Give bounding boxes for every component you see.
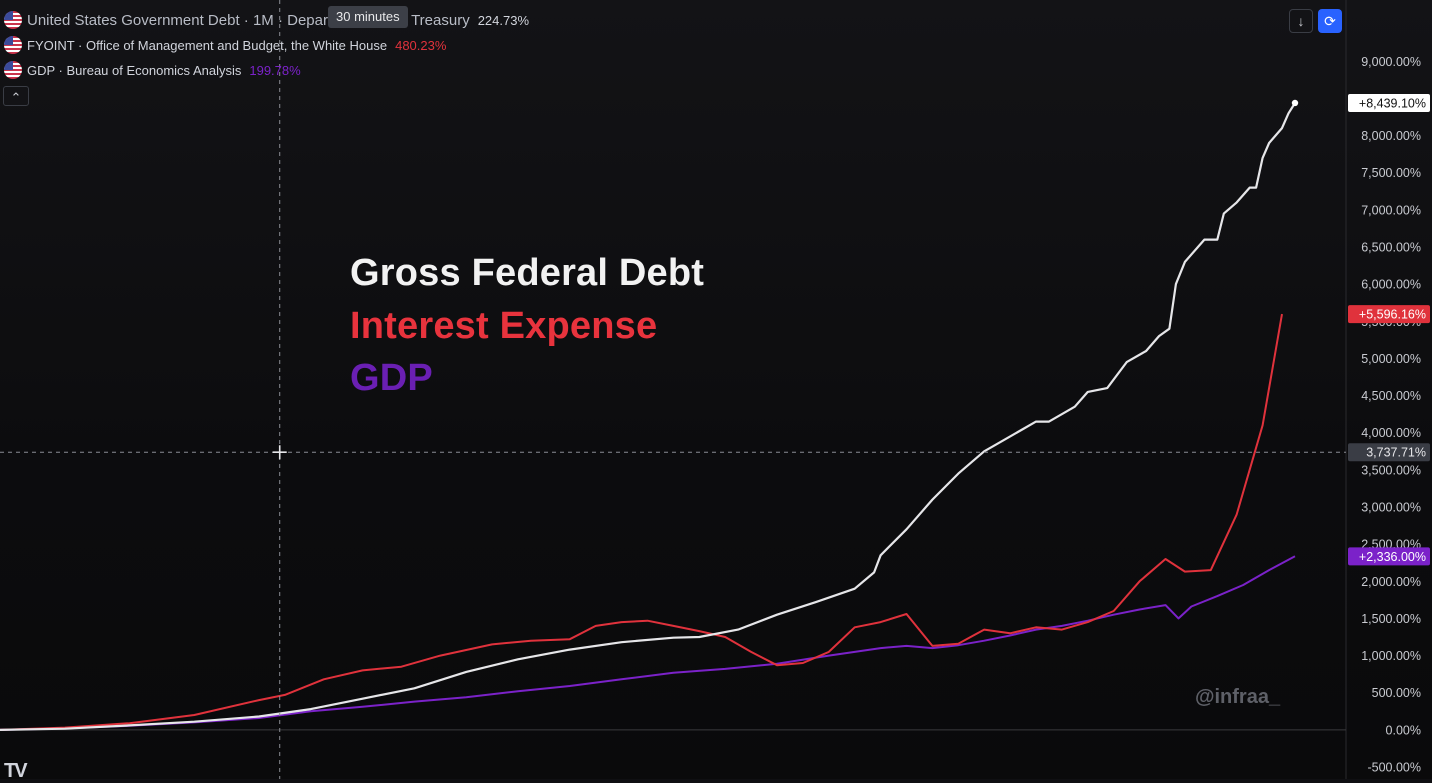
y-tick-label: 1,000.00% <box>1361 649 1421 663</box>
overlay-label-interest: Interest Expense <box>350 305 658 347</box>
svg-text:+2,336.00%: +2,336.00% <box>1359 550 1426 564</box>
y-tick-label: 1,500.00% <box>1361 612 1421 626</box>
svg-text:3,737.71%: 3,737.71% <box>1366 446 1426 460</box>
collapse-legend-button[interactable]: ⌃ <box>3 86 29 106</box>
legend-row-interest[interactable]: FYOINT · Office of Management and Budget… <box>4 34 446 56</box>
y-tick-label: 3,500.00% <box>1361 463 1421 477</box>
crosshair-value-tag: 3,737.71% <box>1348 443 1430 462</box>
y-tick-label: 2,000.00% <box>1361 575 1421 589</box>
legend-row-gdp[interactable]: GDP · Bureau of Economics Analysis 199.7… <box>4 59 301 81</box>
series-line-debt[interactable] <box>0 102 1296 731</box>
legend-value-gdp: 199.78% <box>249 62 301 78</box>
series-line-gdp[interactable] <box>0 555 1296 731</box>
arrow-down-icon: ↓ <box>1297 13 1305 29</box>
legend-value-debt: 224.73% <box>477 12 530 28</box>
last-point-marker <box>1291 99 1299 107</box>
last-value-tag-interest: +5,596.16% <box>1348 305 1430 324</box>
y-tick-label: 6,000.00% <box>1361 278 1421 292</box>
y-tick-label: 7,500.00% <box>1361 166 1421 180</box>
y-tick-label: 5,000.00% <box>1361 352 1421 366</box>
legend-row-debt[interactable]: United States Government Debt · 1M · Dep… <box>4 9 529 31</box>
y-tick-label: 7,000.00% <box>1361 203 1421 217</box>
y-tick-label: 0.00% <box>1386 723 1421 737</box>
us-flag-icon <box>4 11 22 29</box>
y-tick-label: 9,000.00% <box>1361 55 1421 69</box>
legend-value-interest: 480.23% <box>395 37 447 53</box>
overlay-label-gdp: GDP <box>350 357 433 399</box>
y-tick-label: 3,000.00% <box>1361 501 1421 515</box>
overlay-label-debt: Gross Federal Debt <box>350 252 705 294</box>
legend-name-gdp: GDP · Bureau of Economics Analysis <box>27 62 242 78</box>
sync-icon: ⟳ <box>1324 13 1336 29</box>
sync-button[interactable]: ⟳ <box>1318 9 1342 33</box>
scroll-to-latest-button[interactable]: ↓ <box>1289 9 1313 33</box>
y-tick-label: 8,000.00% <box>1361 129 1421 143</box>
us-flag-icon <box>4 61 22 79</box>
last-value-tag-debt: +8,439.10% <box>1348 93 1430 112</box>
crosshair-cursor-icon <box>272 445 287 460</box>
tooltip: 30 minutes <box>328 6 408 28</box>
y-tick-label: -500.00% <box>1367 761 1421 775</box>
y-tick-label: 4,500.00% <box>1361 389 1421 403</box>
y-tick-label: 4,000.00% <box>1361 426 1421 440</box>
legend-name-interest: FYOINT · Office of Management and Budget… <box>27 37 388 53</box>
last-value-tag-gdp: +2,336.00% <box>1348 547 1430 566</box>
tradingview-logo[interactable]: TV <box>4 760 28 782</box>
us-flag-icon <box>4 36 22 54</box>
svg-text:+5,596.16%: +5,596.16% <box>1359 308 1426 322</box>
chevron-up-icon: ⌃ <box>10 90 22 105</box>
y-tick-label: 500.00% <box>1372 686 1421 700</box>
watermark: @infraa_ <box>1195 686 1281 708</box>
svg-text:+8,439.10%: +8,439.10% <box>1359 96 1426 110</box>
y-tick-label: 6,500.00% <box>1361 241 1421 255</box>
series-line-interest[interactable] <box>0 313 1283 731</box>
